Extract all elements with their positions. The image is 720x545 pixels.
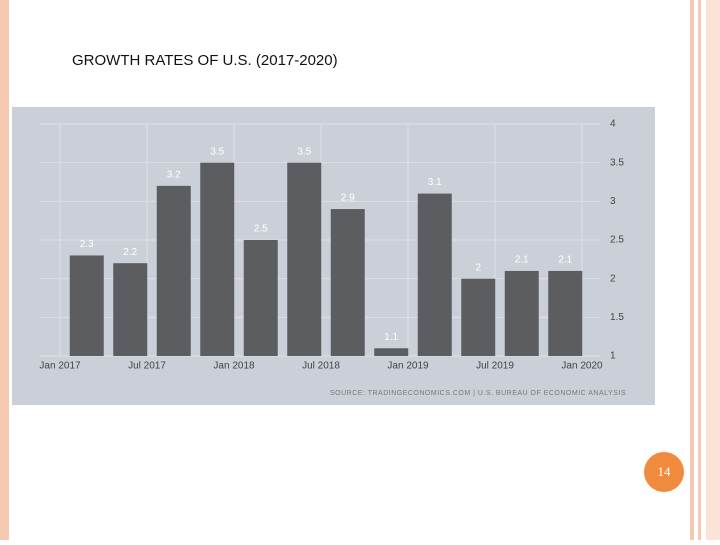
bar — [113, 263, 148, 356]
x-tick-label: Jul 2018 — [302, 361, 340, 372]
left-border — [0, 0, 9, 540]
x-tick-label: Jul 2017 — [128, 361, 166, 372]
data-label: 1.1 — [384, 332, 398, 343]
x-tick-label: Jan 2018 — [213, 361, 255, 372]
right-border — [698, 0, 701, 540]
bar — [200, 162, 235, 356]
data-label: 2.2 — [123, 247, 137, 258]
data-label: 3.5 — [210, 146, 224, 157]
y-tick-label: 1.5 — [610, 312, 624, 323]
y-tick-label: 2.5 — [610, 235, 624, 246]
y-tick-label: 3 — [610, 196, 616, 207]
data-label: 2.5 — [254, 224, 268, 235]
bar — [374, 348, 409, 356]
right-border — [706, 0, 720, 540]
data-label: 2.9 — [341, 193, 355, 204]
data-label: 3.1 — [428, 177, 442, 188]
x-tick-label: Jan 2017 — [39, 361, 81, 372]
slide-title: GROWTH RATES OF U.S. (2017-2020) — [72, 52, 338, 69]
bar — [461, 278, 496, 356]
page-number: 14 — [658, 464, 672, 479]
data-label: 3.5 — [297, 146, 311, 157]
bar — [548, 270, 583, 356]
y-tick-label: 4 — [610, 119, 616, 130]
bar — [417, 193, 452, 356]
bar — [243, 240, 278, 356]
data-label: 2 — [475, 262, 481, 273]
x-tick-label: Jan 2019 — [387, 361, 429, 372]
right-border — [690, 0, 694, 540]
y-tick-label: 2 — [610, 273, 616, 284]
y-tick-label: 1 — [610, 351, 616, 362]
bar — [330, 209, 365, 356]
data-label: 2.1 — [558, 255, 572, 266]
page-badge — [644, 452, 684, 492]
data-label: 2.1 — [515, 255, 529, 266]
y-tick-label: 3.5 — [610, 157, 624, 168]
bar — [156, 185, 191, 356]
bar — [69, 255, 104, 356]
source: SOURCE: TRADINGECONOMICS.COM | U.S. BURE… — [330, 390, 626, 397]
data-label: 2.3 — [80, 239, 94, 250]
x-tick-label: Jan 2020 — [561, 361, 603, 372]
x-tick-label: Jul 2019 — [476, 361, 514, 372]
data-label: 3.2 — [167, 170, 181, 181]
bar — [504, 270, 539, 356]
bar — [287, 162, 322, 356]
